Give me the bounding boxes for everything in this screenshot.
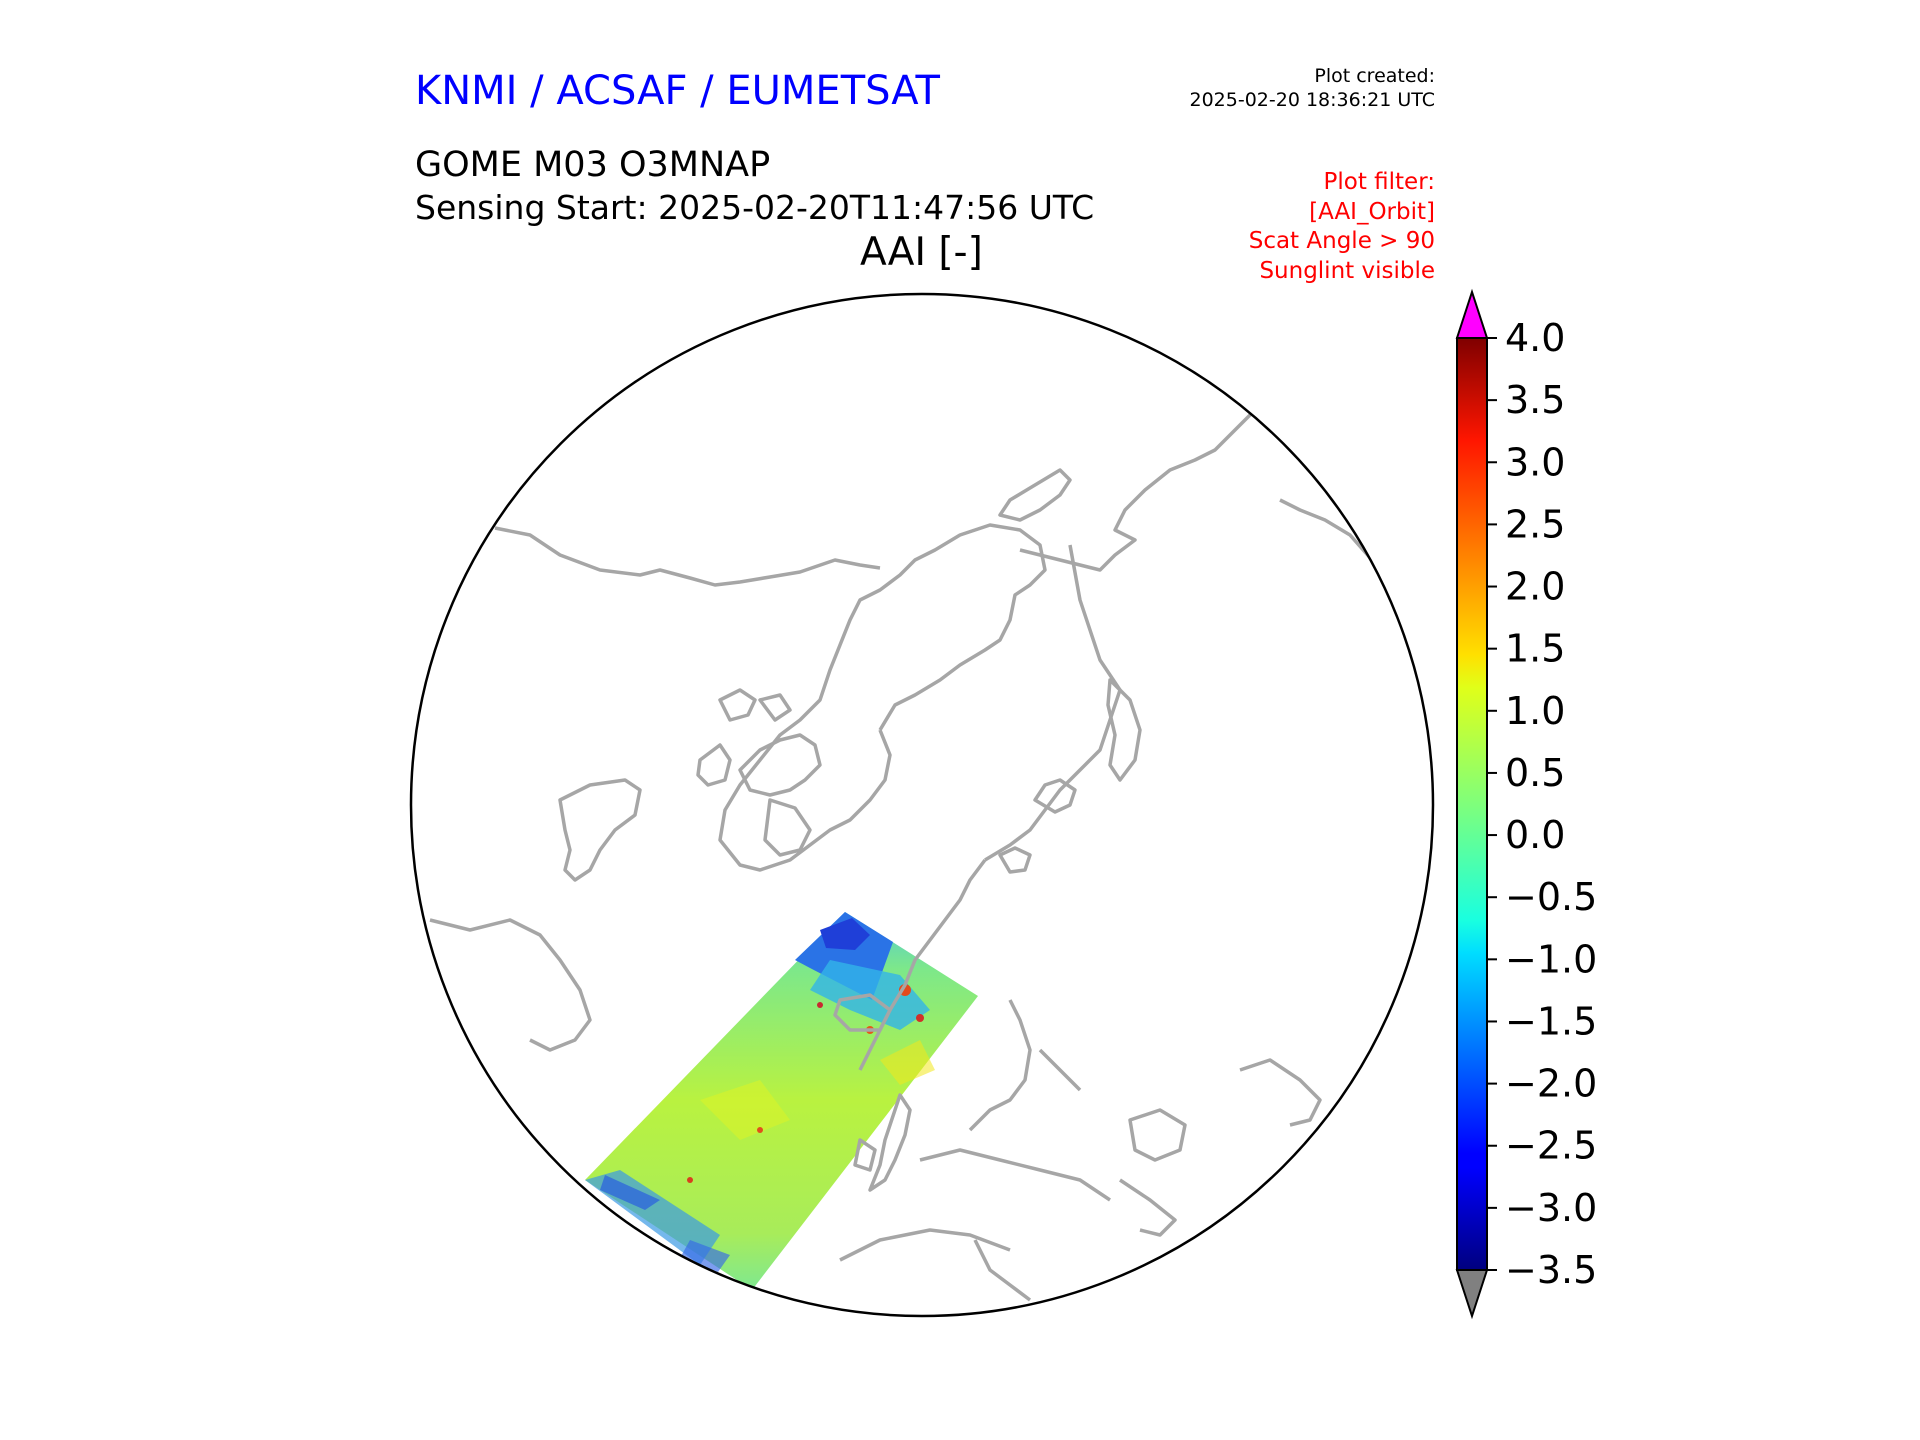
plot-filter: Plot filter: [AAI_Orbit] Scat Angle > 90… [1249, 168, 1435, 286]
colorbar-gradient [1457, 338, 1487, 1270]
colorbar-tick-label: 4.0 [1505, 316, 1565, 360]
colorbar-tick-label: 1.5 [1505, 627, 1565, 671]
plot-filter-line: Sunglint visible [1259, 257, 1435, 284]
colorbar-tick-label: 3.5 [1505, 378, 1565, 422]
colorbar: 4.0 3.5 3.0 2.5 2.0 1.5 1.0 0.5 0.0 −0.5 −1.0 −1.5 −… [1455, 288, 1597, 1320]
colorbar-tick-label: −2.0 [1505, 1062, 1597, 1106]
colorbar-over-extend [1455, 288, 1489, 339]
colorbar-ticks: 4.0 3.5 3.0 2.5 2.0 1.5 1.0 0.5 0.0 −0.5 −1.0 −1.5 −… [1487, 316, 1597, 1292]
plot-created: Plot created: 2025-02-20 18:36:21 UTC [1190, 64, 1436, 112]
sensing-start: Sensing Start: 2025-02-20T11:47:56 UTC [415, 188, 1095, 227]
plot-filter-line: [AAI_Orbit] [1309, 198, 1435, 225]
plot-filter-title: Plot filter: [1323, 169, 1435, 195]
plot-created-time: 2025-02-20 18:36:21 UTC [1189, 89, 1436, 111]
colorbar-under-extend [1455, 1269, 1489, 1320]
plot-created-label: Plot created: [1314, 65, 1435, 87]
plot-filter-line: Scat Angle > 90 [1248, 228, 1435, 254]
agency-title: KNMI / ACSAF / EUMETSAT [415, 68, 940, 114]
colorbar-tick-label: 3.0 [1505, 440, 1565, 484]
colorbar-tick-label: 2.5 [1505, 502, 1565, 546]
colorbar-tick-label: −3.5 [1505, 1248, 1597, 1292]
colorbar-tick-label: −1.5 [1505, 999, 1597, 1043]
colorbar-tick-label: 2.0 [1505, 565, 1565, 609]
aai-swath [585, 912, 978, 1290]
map-panel [409, 292, 1435, 1318]
colorbar-tick-label: 0.0 [1505, 813, 1565, 857]
colorbar-tick-label: −3.0 [1505, 1186, 1597, 1230]
colorbar-tick-label: 1.0 [1505, 689, 1565, 733]
colorbar-tick-label: −2.5 [1505, 1124, 1597, 1168]
colorbar-tick-label: −0.5 [1505, 875, 1597, 919]
colorbar-tick-label: 0.5 [1505, 751, 1565, 795]
coastlines [429, 408, 1374, 1302]
product-name: GOME M03 O3MNAP [415, 145, 771, 185]
map-boundary [409, 292, 1435, 1318]
plot-title: AAI [-] [860, 230, 983, 275]
colorbar-tick-label: −1.0 [1505, 937, 1597, 981]
